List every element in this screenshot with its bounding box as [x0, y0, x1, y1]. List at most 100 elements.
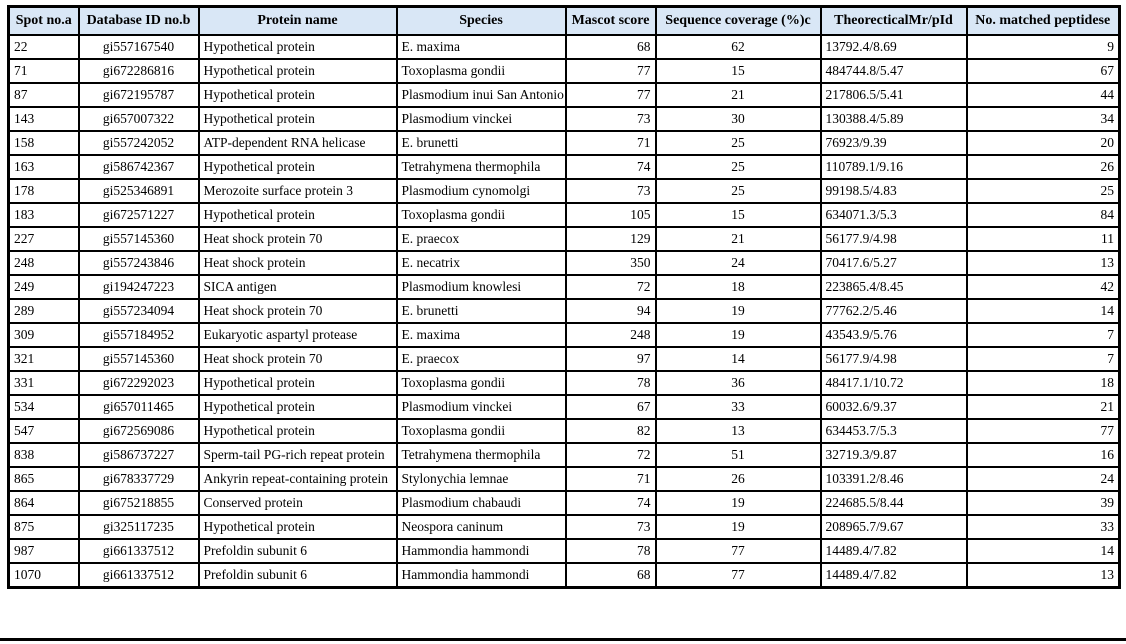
table-cell: 77762.2/5.46: [819, 298, 968, 324]
table-cell: 13: [654, 418, 822, 444]
table-cell: 33: [654, 394, 822, 420]
table-cell: 19: [654, 514, 822, 540]
table-cell: Plasmodium chabaudi: [395, 490, 567, 516]
table-cell: 103391.2/8.46: [819, 466, 968, 492]
table-cell: Plasmodium inui San Antonio: [395, 82, 567, 108]
table-cell: 1070: [7, 562, 80, 589]
table-cell: 183: [7, 202, 80, 228]
table-cell: 19: [654, 322, 822, 348]
table-row: 289 gi557234094 Heat shock protein 70 E. br…: [7, 298, 1121, 324]
table-cell: 19: [654, 298, 822, 324]
header-cell: No. matched peptidese: [965, 5, 1121, 36]
table-cell: E. brunetti: [395, 298, 567, 324]
table-cell: 76923/9.39: [819, 130, 968, 156]
table-cell: 71: [564, 466, 657, 492]
table-cell: 14489.4/7.82: [819, 562, 968, 589]
table-cell: gi672569086: [77, 418, 200, 444]
table-cell: 25: [654, 178, 822, 204]
table-cell: 62: [654, 34, 822, 60]
table-cell: Heat shock protein 70: [197, 298, 398, 324]
table-cell: gi325117235: [77, 514, 200, 540]
table-cell: E. necatrix: [395, 250, 567, 276]
table-cell: Toxoplasma gondii: [395, 202, 567, 228]
table-row: 178 gi525346891 Merozoite surface protein …: [7, 178, 1121, 204]
table-cell: 67: [564, 394, 657, 420]
header-cell: Mascot score: [564, 5, 657, 36]
table-cell: 74: [564, 490, 657, 516]
table-row: 227 gi557145360 Heat shock protein 70 E. pr…: [7, 226, 1121, 252]
table-cell: 60032.6/9.37: [819, 394, 968, 420]
table-cell: Heat shock protein 70: [197, 346, 398, 372]
table-cell: 21: [965, 394, 1121, 420]
header-cell: Protein name: [197, 5, 398, 36]
table-cell: 163: [7, 154, 80, 180]
table-cell: Hammondia hammondi: [395, 562, 567, 589]
table-cell: Hypothetical protein: [197, 82, 398, 108]
table-body: 22 gi557167540 Hypothetical protein E. maxi…: [7, 34, 1121, 589]
table-cell: 321: [7, 346, 80, 372]
table-cell: gi557242052: [77, 130, 200, 156]
bottom-rule: [0, 638, 1126, 641]
table-cell: Neospora caninum: [395, 514, 567, 540]
table-cell: 309: [7, 322, 80, 348]
table-cell: 84: [965, 202, 1121, 228]
table-cell: E. praecox: [395, 346, 567, 372]
table-cell: E. brunetti: [395, 130, 567, 156]
table-cell: Hypothetical protein: [197, 202, 398, 228]
table-cell: Plasmodium knowlesi: [395, 274, 567, 300]
table-row: 309 gi557184952 Eukaryotic aspartyl protea…: [7, 322, 1121, 348]
table-cell: 21: [654, 82, 822, 108]
table-cell: Hypothetical protein: [197, 34, 398, 60]
table-cell: 7: [965, 322, 1121, 348]
table-row: 534 gi657011465 Hypothetical protein Plasmo…: [7, 394, 1121, 420]
table-cell: 56177.9/4.98: [819, 346, 968, 372]
table-cell: 350: [564, 250, 657, 276]
table-cell: 39: [965, 490, 1121, 516]
table-cell: 32719.3/9.87: [819, 442, 968, 468]
table-cell: 25: [965, 178, 1121, 204]
table-cell: ATP-dependent RNA helicase: [197, 130, 398, 156]
table-cell: SICA antigen: [197, 274, 398, 300]
table-cell: gi672292023: [77, 370, 200, 396]
table-cell: Hypothetical protein: [197, 106, 398, 132]
table-row: 163 gi586742367 Hypothetical protein Tetrah…: [7, 154, 1121, 180]
table-cell: gi194247223: [77, 274, 200, 300]
table-cell: 18: [965, 370, 1121, 396]
table-cell: Plasmodium vinckei: [395, 394, 567, 420]
table-row: 183 gi672571227 Hypothetical protein Toxopl…: [7, 202, 1121, 228]
table-cell: Hypothetical protein: [197, 418, 398, 444]
table-row: 321 gi557145360 Heat shock protein 70 E. pr…: [7, 346, 1121, 372]
table-cell: 248: [7, 250, 80, 276]
table-cell: Hammondia hammondi: [395, 538, 567, 564]
table-cell: 94: [564, 298, 657, 324]
table-cell: 72: [564, 274, 657, 300]
table-cell: Prefoldin subunit 6: [197, 562, 398, 589]
table-cell: 25: [654, 154, 822, 180]
table-row: 865 gi678337729 Ankyrin repeat-containing …: [7, 466, 1121, 492]
table-cell: Hypothetical protein: [197, 370, 398, 396]
table-cell: 9: [965, 34, 1121, 60]
table-cell: 26: [965, 154, 1121, 180]
table-cell: 43543.9/5.76: [819, 322, 968, 348]
table-cell: 87: [7, 82, 80, 108]
table-cell: gi557167540: [77, 34, 200, 60]
table-cell: 77: [564, 82, 657, 108]
table-cell: 227: [7, 226, 80, 252]
table-cell: 208965.7/9.67: [819, 514, 968, 540]
table-cell: 19: [654, 490, 822, 516]
table-cell: 77: [654, 562, 822, 589]
table-cell: E. maxima: [395, 322, 567, 348]
table-cell: 7: [965, 346, 1121, 372]
table-cell: 77: [564, 58, 657, 84]
table-row: 331 gi672292023 Hypothetical protein Toxopl…: [7, 370, 1121, 396]
table-cell: 16: [965, 442, 1121, 468]
table-cell: 67: [965, 58, 1121, 84]
table-row: 864 gi675218855 Conserved protein Plasmodiu…: [7, 490, 1121, 516]
table-cell: 21: [654, 226, 822, 252]
table-cell: 110789.1/9.16: [819, 154, 968, 180]
table-row: 249 gi194247223 SICA antigen Plasmodium kno…: [7, 274, 1121, 300]
table-cell: Plasmodium cynomolgi: [395, 178, 567, 204]
table-cell: gi657007322: [77, 106, 200, 132]
table-cell: 484744.8/5.47: [819, 58, 968, 84]
